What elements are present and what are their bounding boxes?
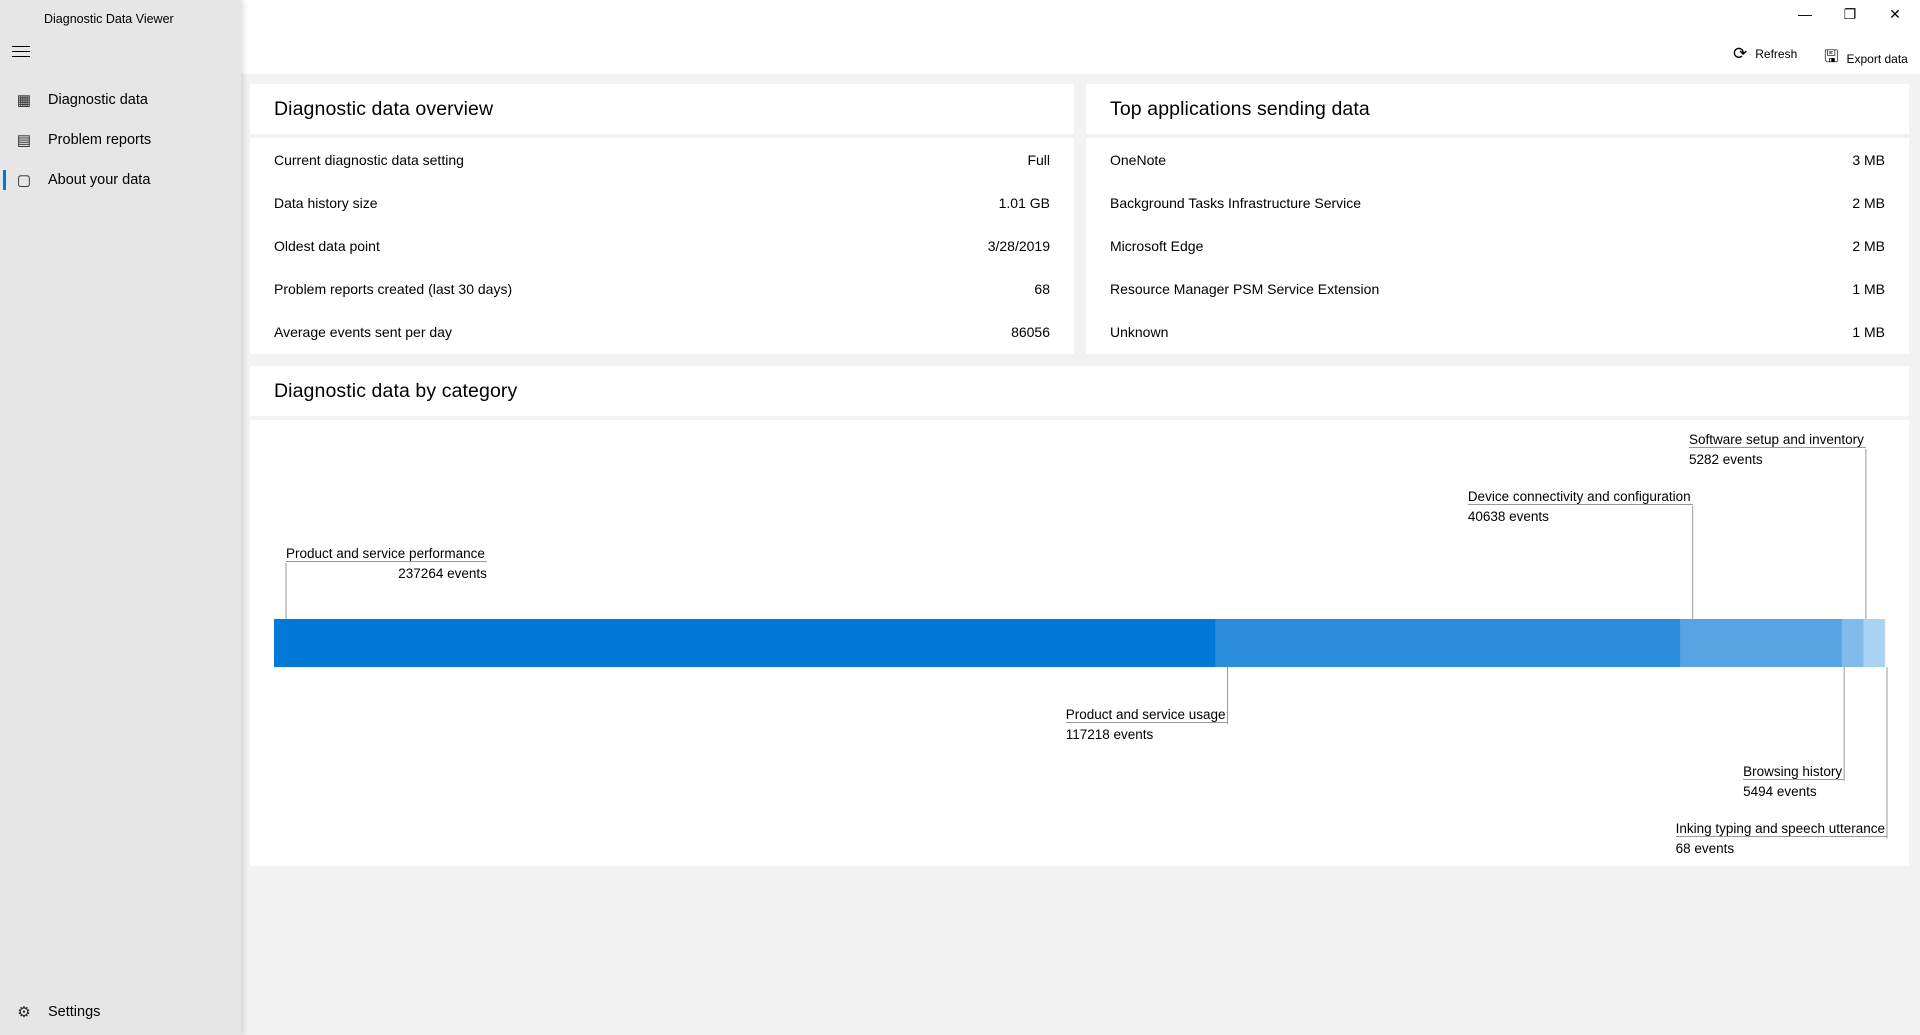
table-row: Microsoft Edge 2 MB (1110, 238, 1885, 258)
refresh-label: Refresh (1755, 47, 1798, 61)
category-events: 68 events (1675, 841, 1735, 856)
row-value: 68 (1034, 281, 1050, 297)
divider (1086, 134, 1909, 138)
row-value: 86056 (1011, 324, 1050, 340)
sidebar-item-diagnostic-data[interactable]: ▦ Diagnostic data (0, 80, 241, 120)
sidebar-item-settings[interactable]: ⚙ Settings (0, 992, 241, 1032)
category-label: Product and service performance 237264 ev… (286, 544, 487, 584)
category-name: Browsing history (1743, 764, 1845, 780)
top-apps-card: Top applications sending data OneNote 3 M… (1086, 84, 1909, 354)
category-name: Product and service performance (286, 546, 487, 562)
refresh-icon: ⟳ (1733, 44, 1748, 63)
card-title: Diagnostic data by category (274, 380, 518, 402)
table-row: Oldest data point 3/28/2019 (274, 238, 1050, 258)
category-label: Device connectivity and configuration 406… (1467, 487, 1693, 527)
export-data-button[interactable]: 🖫 Export data (1824, 44, 1908, 73)
category-label: Browsing history 5494 events (1743, 762, 1845, 802)
restore-button[interactable]: ❐ (1843, 6, 1857, 22)
table-row: Problem reports created (last 30 days) 68 (274, 281, 1050, 301)
category-name: Device connectivity and configuration (1467, 489, 1693, 505)
sidebar: Diagnostic Data Viewer ▦ Diagnostic data … (0, 0, 241, 1035)
row-label: Unknown (1110, 324, 1169, 340)
table-row: Average events sent per day 86056 (274, 324, 1050, 344)
row-value: 2 MB (1852, 195, 1885, 211)
table-row: OneNote 3 MB (1110, 152, 1885, 172)
save-icon: 🖫 (1824, 47, 1839, 66)
row-label: OneNote (1110, 152, 1167, 168)
category-name: Software setup and inventory (1689, 432, 1866, 448)
problem-reports-icon: ▤ (16, 132, 32, 149)
row-label: Microsoft Edge (1110, 238, 1204, 254)
table-row: Unknown 1 MB (1110, 324, 1885, 344)
row-value: 1.01 GB (998, 195, 1050, 211)
row-label: Current diagnostic data setting (274, 152, 464, 168)
row-value: 3/28/2019 (987, 238, 1050, 254)
sidebar-item-about-your-data[interactable]: ▢ About your data (0, 160, 241, 200)
category-label: Software setup and inventory 5282 events (1689, 430, 1866, 470)
gear-icon: ⚙ (17, 1004, 31, 1021)
sidebar-item-problem-reports[interactable]: ▤ Problem reports (0, 120, 241, 160)
hamburger-menu-icon[interactable] (12, 46, 30, 58)
chart-icon: ▢ (16, 172, 32, 189)
table-row: Resource Manager PSM Service Extension 1 … (1110, 281, 1885, 301)
row-label: Data history size (274, 195, 378, 211)
category-name: Product and service usage (1065, 707, 1228, 723)
table-row: Background Tasks Infrastructure Service 2… (1110, 195, 1885, 215)
category-events: 117218 events (1065, 727, 1154, 742)
row-label: Background Tasks Infrastructure Service (1110, 195, 1362, 211)
category-events: 5282 events (1689, 452, 1763, 467)
table-row: Data history size 1.01 GB (274, 195, 1050, 215)
close-button[interactable]: ✕ (1889, 6, 1901, 22)
row-label: Problem reports created (last 30 days) (274, 281, 513, 297)
category-events: 237264 events (398, 566, 487, 581)
category-label: Product and service usage 117218 events (1065, 705, 1228, 745)
sidebar-item-label: Diagnostic data (48, 92, 148, 108)
row-value: Full (1027, 152, 1050, 168)
card-title: Top applications sending data (1110, 98, 1370, 120)
app-title: Diagnostic Data Viewer (44, 12, 174, 26)
diagnostic-data-icon: ▦ (16, 92, 32, 109)
table-row: Current diagnostic data setting Full (274, 152, 1050, 172)
sidebar-item-label: Problem reports (48, 132, 152, 148)
divider (250, 134, 1074, 138)
category-events: 5494 events (1743, 784, 1817, 799)
row-value: 3 MB (1852, 152, 1885, 168)
row-label: Oldest data point (274, 238, 380, 254)
overview-card: Diagnostic data overview Current diagnos… (250, 84, 1074, 354)
refresh-button[interactable]: ⟳ Refresh (1733, 44, 1797, 64)
card-title: Diagnostic data overview (274, 98, 494, 120)
row-label: Average events sent per day (274, 324, 452, 340)
category-label: Inking typing and speech utterance 68 eve… (1675, 819, 1887, 859)
row-value: 1 MB (1852, 281, 1885, 297)
sidebar-item-label: About your data (48, 172, 151, 188)
row-value: 1 MB (1852, 324, 1885, 340)
category-events: 40638 events (1467, 509, 1549, 524)
export-label: Export data (1846, 51, 1908, 66)
row-value: 2 MB (1852, 238, 1885, 254)
minimize-button[interactable]: — (1798, 6, 1812, 22)
category-name: Inking typing and speech utterance (1675, 821, 1887, 837)
category-card: Diagnostic data by category (250, 366, 1909, 866)
row-label: Resource Manager PSM Service Extension (1110, 281, 1380, 297)
sidebar-item-label: Settings (48, 1004, 101, 1020)
divider (250, 416, 1909, 420)
title-bar (0, 0, 1920, 74)
